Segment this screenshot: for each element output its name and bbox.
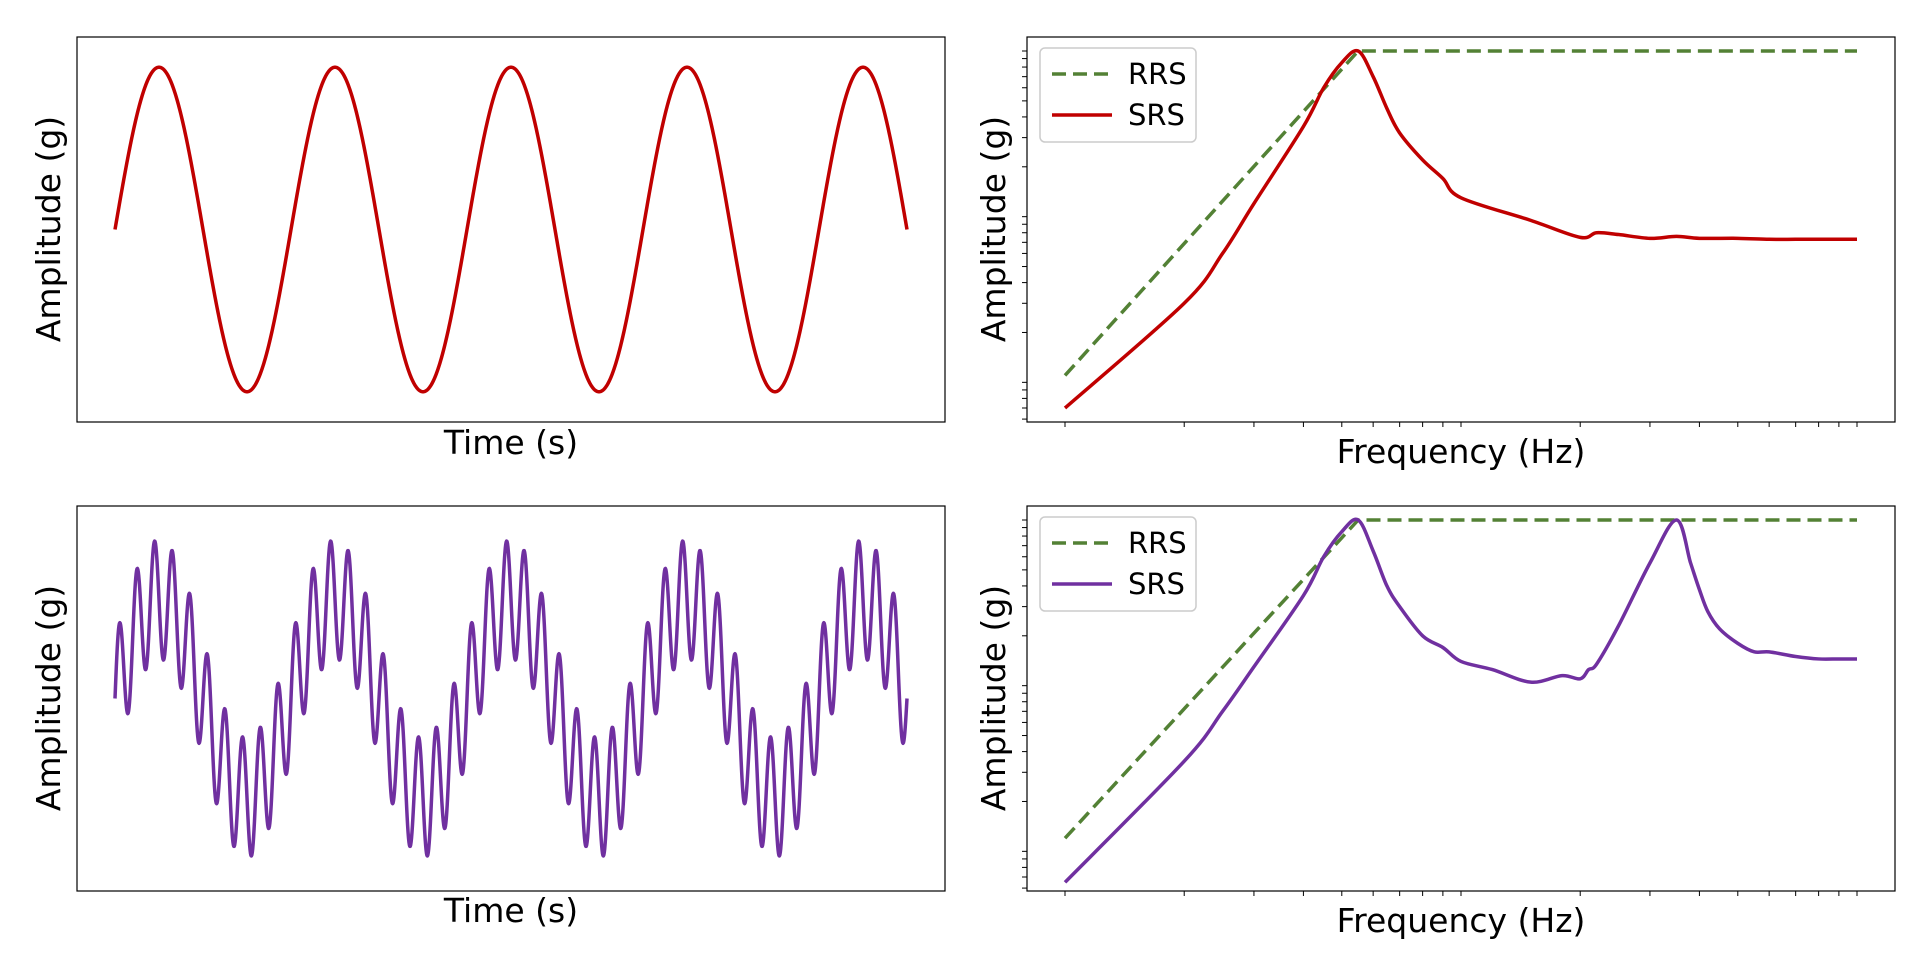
x-axis-label: Frequency (Hz) (1337, 901, 1586, 940)
signal-line-single (113, 65, 909, 394)
y-axis-label: Amplitude (g) (29, 116, 68, 342)
y-axis-label: Amplitude (g) (974, 585, 1013, 811)
legend: RRS SRS (1039, 47, 1197, 143)
tick-marks (1022, 50, 1858, 427)
panel-srs-multi: RRS SRS Frequency (Hz) Amplitude (g) (974, 505, 1896, 940)
tick-marks (1022, 519, 1858, 896)
axes-frame (76, 505, 946, 892)
legend-srs-label: SRS (1128, 98, 1185, 132)
legend: RRS SRS (1039, 516, 1197, 612)
x-axis-label: Time (s) (443, 891, 578, 930)
srs-line (1063, 48, 1857, 410)
legend-frame (1039, 47, 1197, 143)
legend-frame (1039, 516, 1197, 612)
legend-rrs-label: RRS (1128, 57, 1187, 91)
panel-srs-single: RRS SRS Frequency (Hz) Amplitude (g) (974, 36, 1896, 471)
rrs-line (1063, 49, 1857, 377)
y-axis-label: Amplitude (g) (29, 585, 68, 811)
x-axis-label: Time (s) (443, 423, 578, 462)
signal-line-multi (113, 539, 909, 858)
panel-time-multi: Time (s) Amplitude (g) (29, 505, 946, 930)
panel-time-single: Time (s) Amplitude (g) (29, 36, 946, 462)
axes-frame (76, 36, 946, 423)
y-axis-label: Amplitude (g) (974, 116, 1013, 342)
x-axis-label: Frequency (Hz) (1337, 432, 1586, 471)
legend-srs-label: SRS (1128, 567, 1185, 601)
srs-line (1063, 517, 1857, 884)
legend-rrs-label: RRS (1128, 526, 1187, 560)
